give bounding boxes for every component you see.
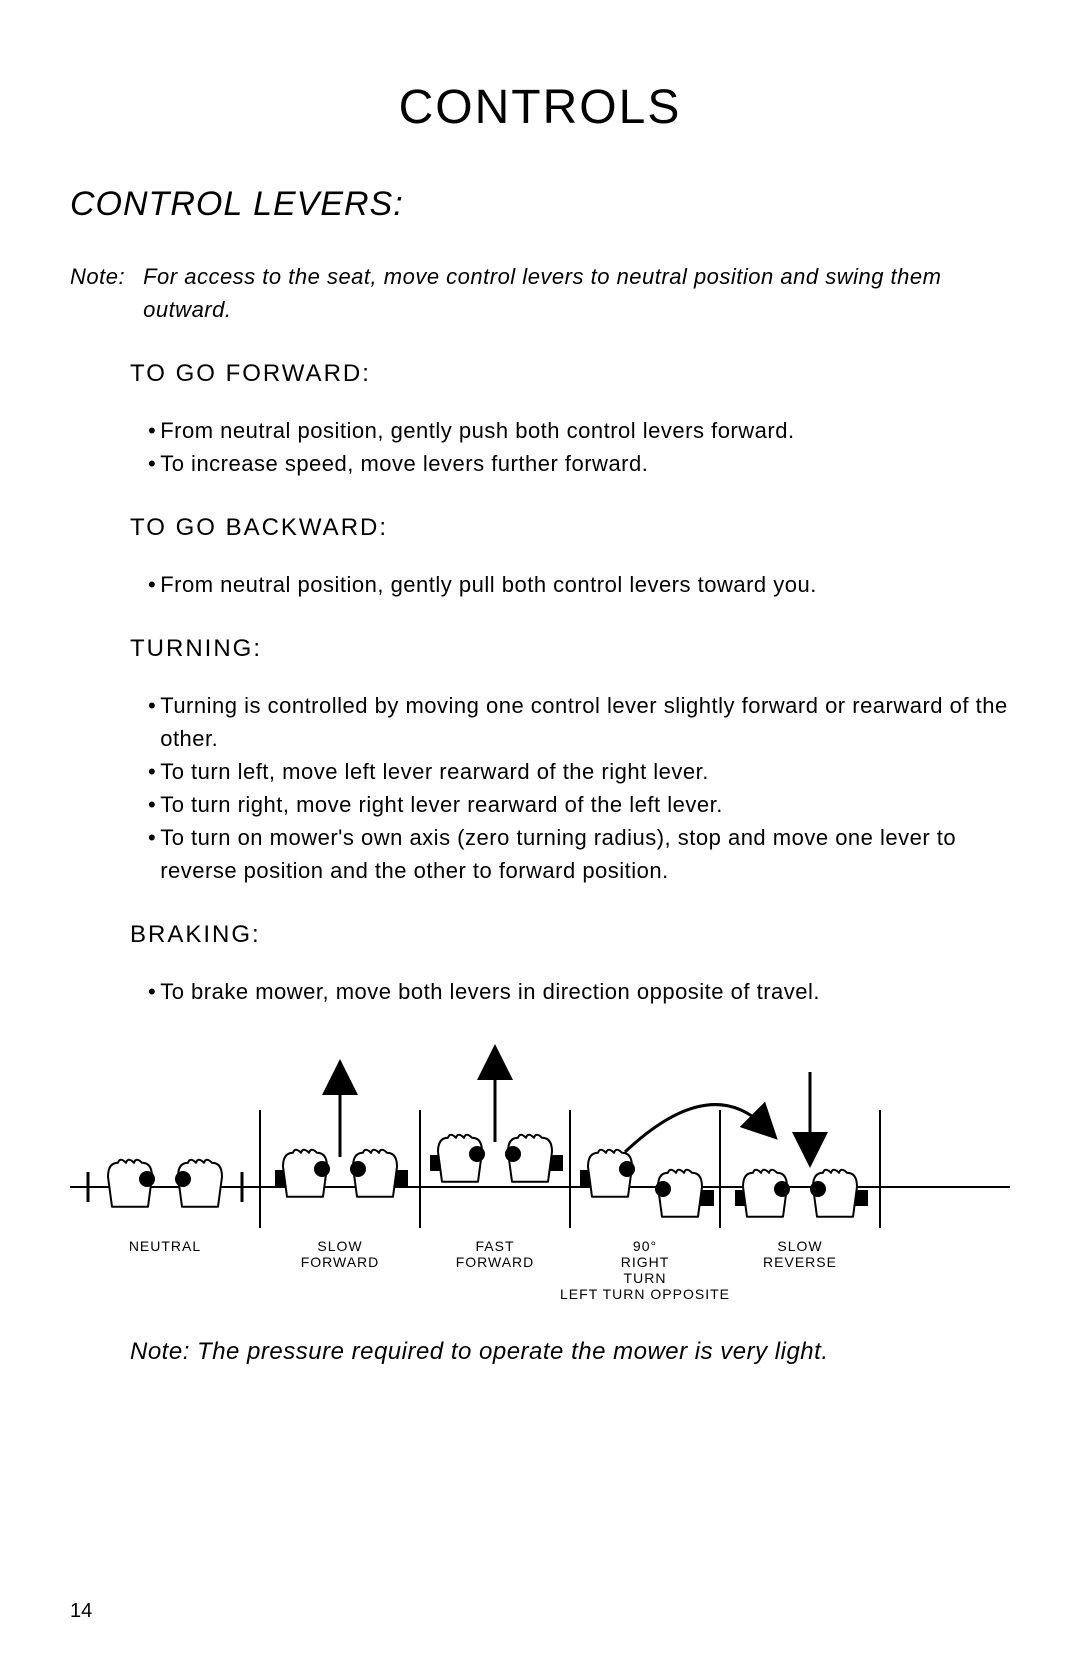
bullet-dot: • [148,755,156,788]
footer-note: Note: The pressure required to operate t… [130,1338,1010,1366]
sub-heading: TO GO FORWARD: [130,360,1010,388]
bullet-item: •To brake mower, move both levers in dir… [148,975,1010,1008]
control-lever-diagram: NEUTRAL SLOWFORWARD FASTFORWARD 90°RIGHTTUR… [70,1042,1010,1302]
note-text: For access to the seat, move control lev… [143,260,1010,326]
bullet-dot: • [148,975,156,1008]
page-number: 14 [70,1600,92,1623]
bullet-dot: • [148,568,156,601]
bullet-list: •To brake mower, move both levers in dir… [148,975,1010,1008]
diagram-label: SLOWREVERSE [763,1238,837,1270]
bullet-dot: • [148,689,156,755]
bullet-text: To turn right, move right lever rearward… [160,788,723,821]
bullet-item: •To turn right, move right lever rearwar… [148,788,1010,821]
diagram-sublabel: LEFT TURN OPPOSITE [560,1286,730,1302]
page-title: CONTROLS [70,80,1010,135]
diagram-label: FASTFORWARD [456,1238,535,1270]
bullet-text: To brake mower, move both levers in dire… [160,975,820,1008]
diagram-label: SLOWFORWARD [301,1238,380,1270]
bullet-list: •Turning is controlled by moving one con… [148,689,1010,887]
bullet-text: To turn left, move left lever rearward o… [160,755,709,788]
bullet-text: To increase speed, move levers further f… [160,447,648,480]
bullet-text: From neutral position, gently push both … [160,414,794,447]
bullet-list: •From neutral position, gently push both… [148,414,1010,480]
sub-heading: BRAKING: [130,921,1010,949]
bullet-item: •From neutral position, gently push both… [148,414,1010,447]
sub-heading: TURNING: [130,635,1010,663]
bullet-dot: • [148,788,156,821]
bullet-text: Turning is controlled by moving one cont… [160,689,1010,755]
bullet-text: From neutral position, gently pull both … [160,568,817,601]
sub-heading: TO GO BACKWARD: [130,514,1010,542]
bullet-item: •From neutral position, gently pull both… [148,568,1010,601]
bullet-list: •From neutral position, gently pull both… [148,568,1010,601]
access-note: Note: For access to the seat, move contr… [70,260,1010,326]
bullet-item: •To turn left, move left lever rearward … [148,755,1010,788]
section-heading: CONTROL LEVERS: [70,185,1010,224]
bullet-dot: • [148,447,156,480]
note-label: Note: [70,260,125,326]
bullet-dot: • [148,821,156,887]
bullet-item: •To turn on mower's own axis (zero turni… [148,821,1010,887]
bullet-item: •To increase speed, move levers further … [148,447,1010,480]
bullet-dot: • [148,414,156,447]
bullet-item: •Turning is controlled by moving one con… [148,689,1010,755]
diagram-label: 90°RIGHTTURN [621,1238,670,1286]
bullet-text: To turn on mower's own axis (zero turnin… [160,821,1010,887]
diagram-label: NEUTRAL [129,1238,201,1254]
